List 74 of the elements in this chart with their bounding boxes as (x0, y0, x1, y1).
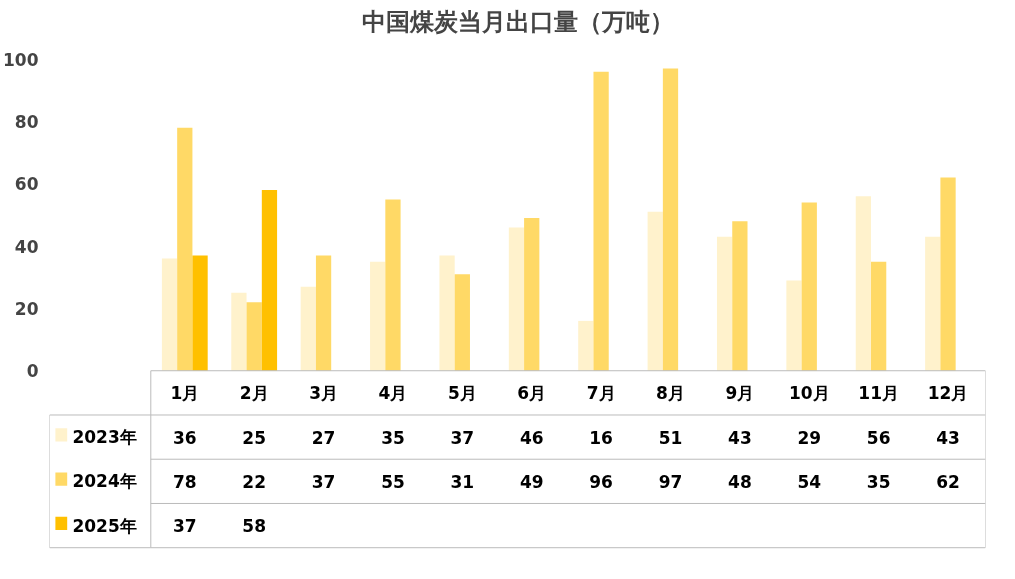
data-label: 29 (797, 427, 822, 448)
data-label: 16 (589, 427, 613, 448)
data-label: 55 (381, 471, 405, 492)
data-label: 49 (519, 471, 544, 492)
bar (161, 258, 178, 371)
data-label: 43 (728, 427, 752, 448)
y-tick-label: 60 (14, 174, 39, 195)
data-label: 27 (311, 427, 336, 448)
data-label: 96 (589, 471, 613, 492)
bar (940, 177, 956, 371)
legend-label: 2024年 (72, 471, 137, 492)
data-label: 56 (866, 427, 891, 448)
data-label: 54 (797, 471, 822, 492)
x-tick-label: 8月 (656, 382, 685, 403)
bar (246, 302, 262, 371)
y-tick-label: 80 (14, 112, 39, 132)
bar (315, 255, 332, 371)
bar (925, 236, 941, 371)
data-label: 36 (172, 427, 197, 448)
x-tick-label: 5月 (447, 382, 477, 403)
bar (871, 261, 887, 371)
data-label: 51 (658, 427, 683, 448)
y-tick-label: 0 (26, 361, 39, 382)
bar (261, 190, 278, 371)
x-tick-label: 9月 (725, 382, 755, 403)
x-tick-label: 6月 (517, 382, 547, 403)
data-label: 58 (242, 516, 267, 537)
bar (855, 196, 872, 371)
bar (385, 199, 401, 371)
bar (524, 218, 540, 371)
bar (716, 236, 733, 371)
x-tick-label: 11月 (858, 382, 899, 403)
data-label: 62 (936, 471, 960, 492)
data-label: 46 (519, 427, 544, 448)
bar (801, 202, 817, 371)
x-tick-label: 3月 (309, 382, 338, 403)
x-tick-label: 7月 (586, 382, 616, 403)
x-tick-label: 4月 (378, 382, 408, 403)
data-label: 48 (728, 471, 752, 492)
bar (647, 211, 663, 371)
data-label: 43 (936, 427, 960, 448)
data-label: 37 (450, 427, 475, 448)
x-tick-label: 12月 (927, 382, 969, 403)
legend-label: 2023年 (72, 427, 137, 448)
bar (454, 274, 470, 371)
x-tick-label: 10月 (788, 382, 830, 403)
bar (370, 261, 386, 371)
y-tick-label: 40 (14, 236, 39, 257)
bar (300, 286, 316, 371)
data-label: 37 (311, 471, 336, 492)
data-label: 35 (866, 471, 891, 492)
bar (439, 255, 455, 371)
x-tick-label: 1月 (170, 382, 200, 403)
data-label: 37 (172, 516, 197, 537)
x-tick-label: 2月 (239, 382, 269, 403)
bar (231, 292, 247, 371)
data-label: 31 (450, 471, 475, 492)
bar (508, 227, 525, 371)
chart-title: 中国煤炭当月出口量（万吨） (361, 7, 674, 36)
y-tick-label: 100 (3, 49, 39, 70)
bar (578, 320, 594, 371)
bar (192, 255, 208, 371)
bar (732, 221, 748, 371)
bar (177, 127, 193, 371)
data-label: 25 (242, 427, 267, 448)
bar (593, 71, 609, 371)
data-label: 22 (242, 471, 267, 492)
data-label: 78 (172, 471, 197, 492)
bar (662, 68, 679, 371)
bar (786, 280, 802, 371)
y-tick-label: 20 (14, 298, 39, 319)
data-label: 35 (381, 427, 405, 448)
data-label: 97 (658, 471, 683, 492)
legend-label: 2025年 (72, 515, 137, 536)
